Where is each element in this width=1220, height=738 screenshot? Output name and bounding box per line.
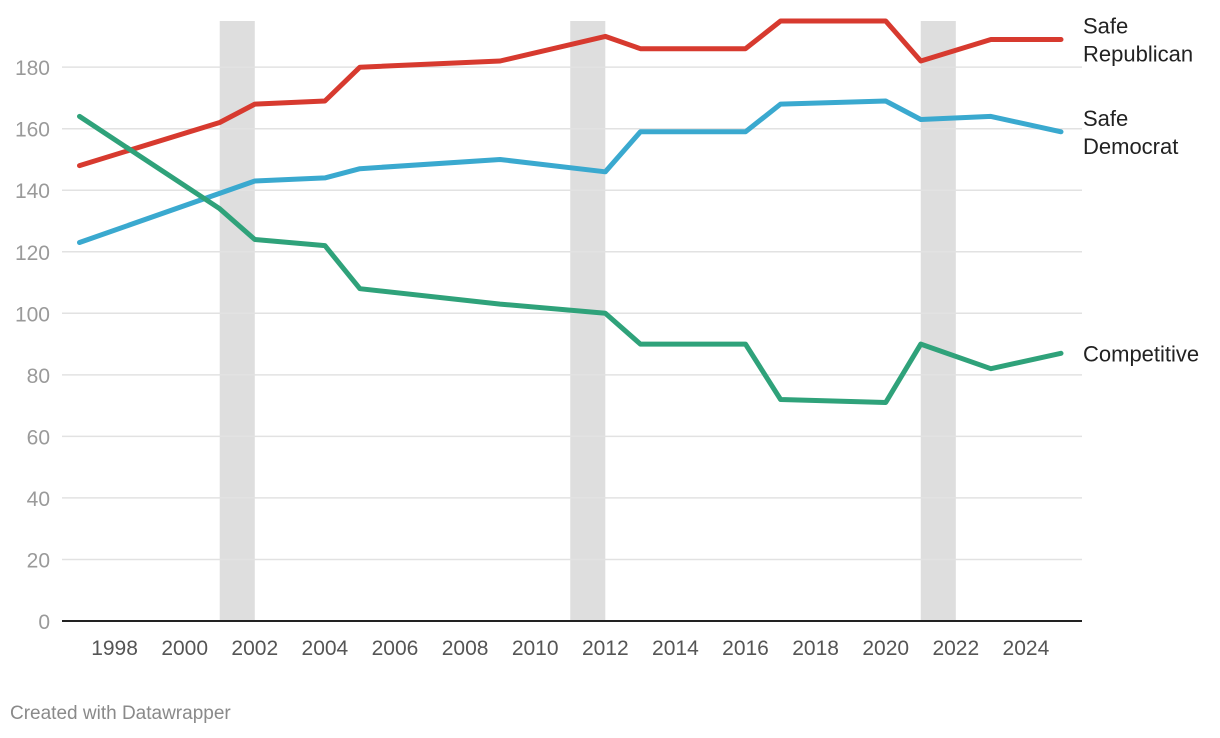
highlight-bands <box>219 21 956 621</box>
y-tick-label: 180 <box>15 57 50 80</box>
y-tick-label: 160 <box>15 119 50 142</box>
x-tick-label: 2010 <box>512 637 559 660</box>
x-tick-label: 2022 <box>932 637 979 660</box>
x-tick-label: 2024 <box>1003 637 1050 660</box>
y-tick-label: 20 <box>27 549 50 572</box>
series-lines <box>77 18 1064 405</box>
y-tick-label: 100 <box>15 303 50 326</box>
y-tick-label: 40 <box>27 488 50 511</box>
x-tick-label: 2000 <box>161 637 208 660</box>
x-tick-label: 2020 <box>862 637 909 660</box>
y-tick-label: 60 <box>27 426 50 449</box>
x-tick-label: 2018 <box>792 637 839 660</box>
x-tick-label: 2004 <box>302 637 349 660</box>
y-tick-label: 0 <box>38 611 50 634</box>
series-line <box>77 18 1064 169</box>
x-axis-ticks: 1998 2000 2002 2004 2006 2008 2010 2012 2014 2016… <box>91 637 1049 660</box>
x-tick-label: 2016 <box>722 637 769 660</box>
series-label: Republican <box>1083 41 1193 66</box>
footer-credit: Created with Datawrapper <box>10 703 231 724</box>
x-tick-label: 2002 <box>231 637 278 660</box>
series-line <box>77 98 1064 245</box>
x-tick-label: 2014 <box>652 637 699 660</box>
y-axis-ticks: 0 20 40 60 80 100 120 140 160 180 <box>15 57 50 634</box>
series-label: Safe <box>1083 106 1128 131</box>
series-label: Competitive <box>1083 341 1199 366</box>
series-line <box>77 113 1064 405</box>
highlight-band <box>920 21 956 621</box>
x-tick-label: 2012 <box>582 637 629 660</box>
x-tick-label: 2008 <box>442 637 489 660</box>
gridlines <box>62 66 1082 561</box>
y-tick-label: 80 <box>27 365 50 388</box>
highlight-band <box>570 21 606 621</box>
x-tick-label: 1998 <box>91 637 138 660</box>
series-label: Democrat <box>1083 134 1178 159</box>
series-labels: Safe Republican Safe Democrat Competitive <box>1083 13 1199 366</box>
y-tick-label: 120 <box>15 242 50 265</box>
y-tick-label: 140 <box>15 180 50 203</box>
series-label: Safe <box>1083 13 1128 38</box>
x-tick-label: 2006 <box>372 637 419 660</box>
